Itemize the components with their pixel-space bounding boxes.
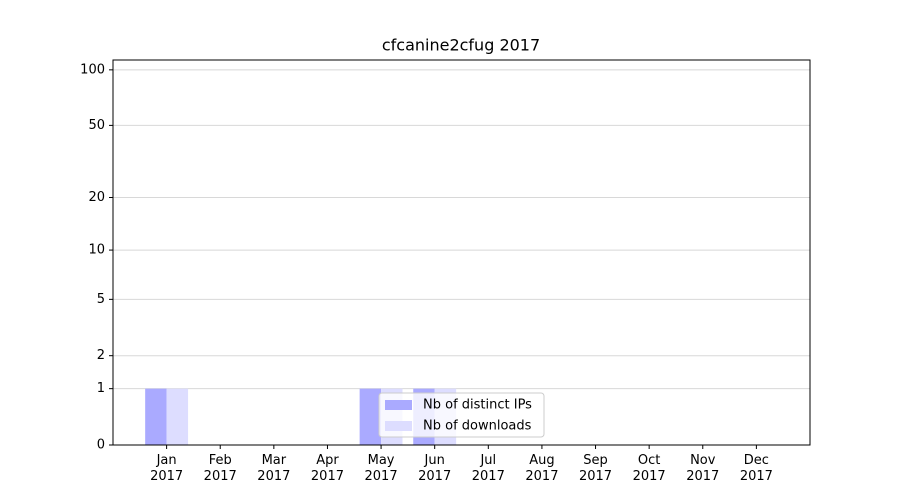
x-tick-label: Mar 2017 <box>257 453 291 484</box>
x-tick-label: Apr 2017 <box>310 453 344 484</box>
chart-title: cfcanine2cfug 2017 <box>382 36 540 55</box>
y-tick-label: 1 <box>97 381 105 396</box>
legend: Nb of distinct IPs Nb of downloads <box>378 392 545 438</box>
legend-swatch <box>385 400 412 410</box>
x-tick-label: Dec 2017 <box>739 453 773 484</box>
bar <box>145 388 167 445</box>
legend-box <box>378 392 545 438</box>
x-tick-label: Aug 2017 <box>525 453 559 484</box>
y-tick-label: 2 <box>97 348 105 363</box>
y-tick-label: 50 <box>88 118 105 133</box>
y-tick-label: 0 <box>97 438 105 453</box>
bar <box>166 388 189 445</box>
plot-frame <box>112 59 811 446</box>
legend-swatch <box>385 421 412 431</box>
x-tick-label: Jan 2017 <box>150 453 184 484</box>
y-tick-label: 100 <box>80 62 105 77</box>
legend-label: Nb of downloads <box>423 419 532 434</box>
y-tick-label: 20 <box>88 190 105 205</box>
x-tick-label: Nov 2017 <box>686 453 720 484</box>
legend-label: Nb of distinct IPs <box>423 398 532 413</box>
x-tick-label: Feb 2017 <box>203 453 237 484</box>
y-tick-label: 10 <box>88 243 105 258</box>
x-tick-label: Jun 2017 <box>418 453 452 484</box>
x-tick-label: Oct 2017 <box>632 453 666 484</box>
bar <box>359 388 382 445</box>
y-tick-label: 5 <box>97 292 105 307</box>
x-tick-label: Jul 2017 <box>471 453 505 484</box>
x-tick-label: May 2017 <box>364 453 398 484</box>
x-tick-label: Sep 2017 <box>578 453 613 484</box>
